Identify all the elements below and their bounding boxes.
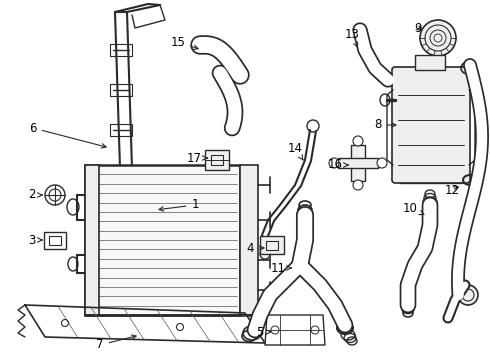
Bar: [110, 44, 132, 56]
Bar: [338, 158, 378, 168]
Text: 4: 4: [246, 242, 264, 255]
Bar: [240, 165, 258, 315]
Circle shape: [420, 20, 456, 56]
Text: 9: 9: [414, 22, 422, 35]
Bar: [415, 55, 445, 70]
Circle shape: [353, 180, 363, 190]
Bar: [110, 124, 132, 136]
Bar: [85, 165, 99, 315]
Text: 5: 5: [256, 325, 271, 338]
Circle shape: [458, 285, 478, 305]
Text: 11: 11: [270, 261, 292, 274]
Bar: [260, 236, 284, 254]
Bar: [351, 145, 365, 181]
Text: 3: 3: [28, 234, 42, 247]
Bar: [110, 84, 132, 96]
Text: 12: 12: [444, 184, 460, 197]
Bar: [211, 155, 223, 165]
Bar: [85, 165, 240, 315]
Circle shape: [329, 158, 339, 168]
Bar: [205, 150, 229, 170]
Text: 6: 6: [29, 122, 106, 148]
Text: 1: 1: [159, 198, 199, 211]
Text: 14: 14: [288, 141, 303, 160]
Text: 15: 15: [171, 36, 198, 49]
Text: 17: 17: [187, 152, 207, 165]
Text: 7: 7: [96, 335, 136, 351]
Text: 2: 2: [28, 189, 42, 202]
Circle shape: [377, 158, 387, 168]
Text: 16: 16: [327, 158, 348, 171]
Text: 13: 13: [344, 28, 360, 47]
FancyBboxPatch shape: [392, 67, 470, 183]
Bar: [44, 232, 66, 249]
Circle shape: [353, 136, 363, 146]
Text: 10: 10: [403, 202, 424, 215]
Bar: [266, 241, 278, 250]
Text: 8: 8: [374, 118, 396, 131]
Bar: [49, 236, 61, 245]
